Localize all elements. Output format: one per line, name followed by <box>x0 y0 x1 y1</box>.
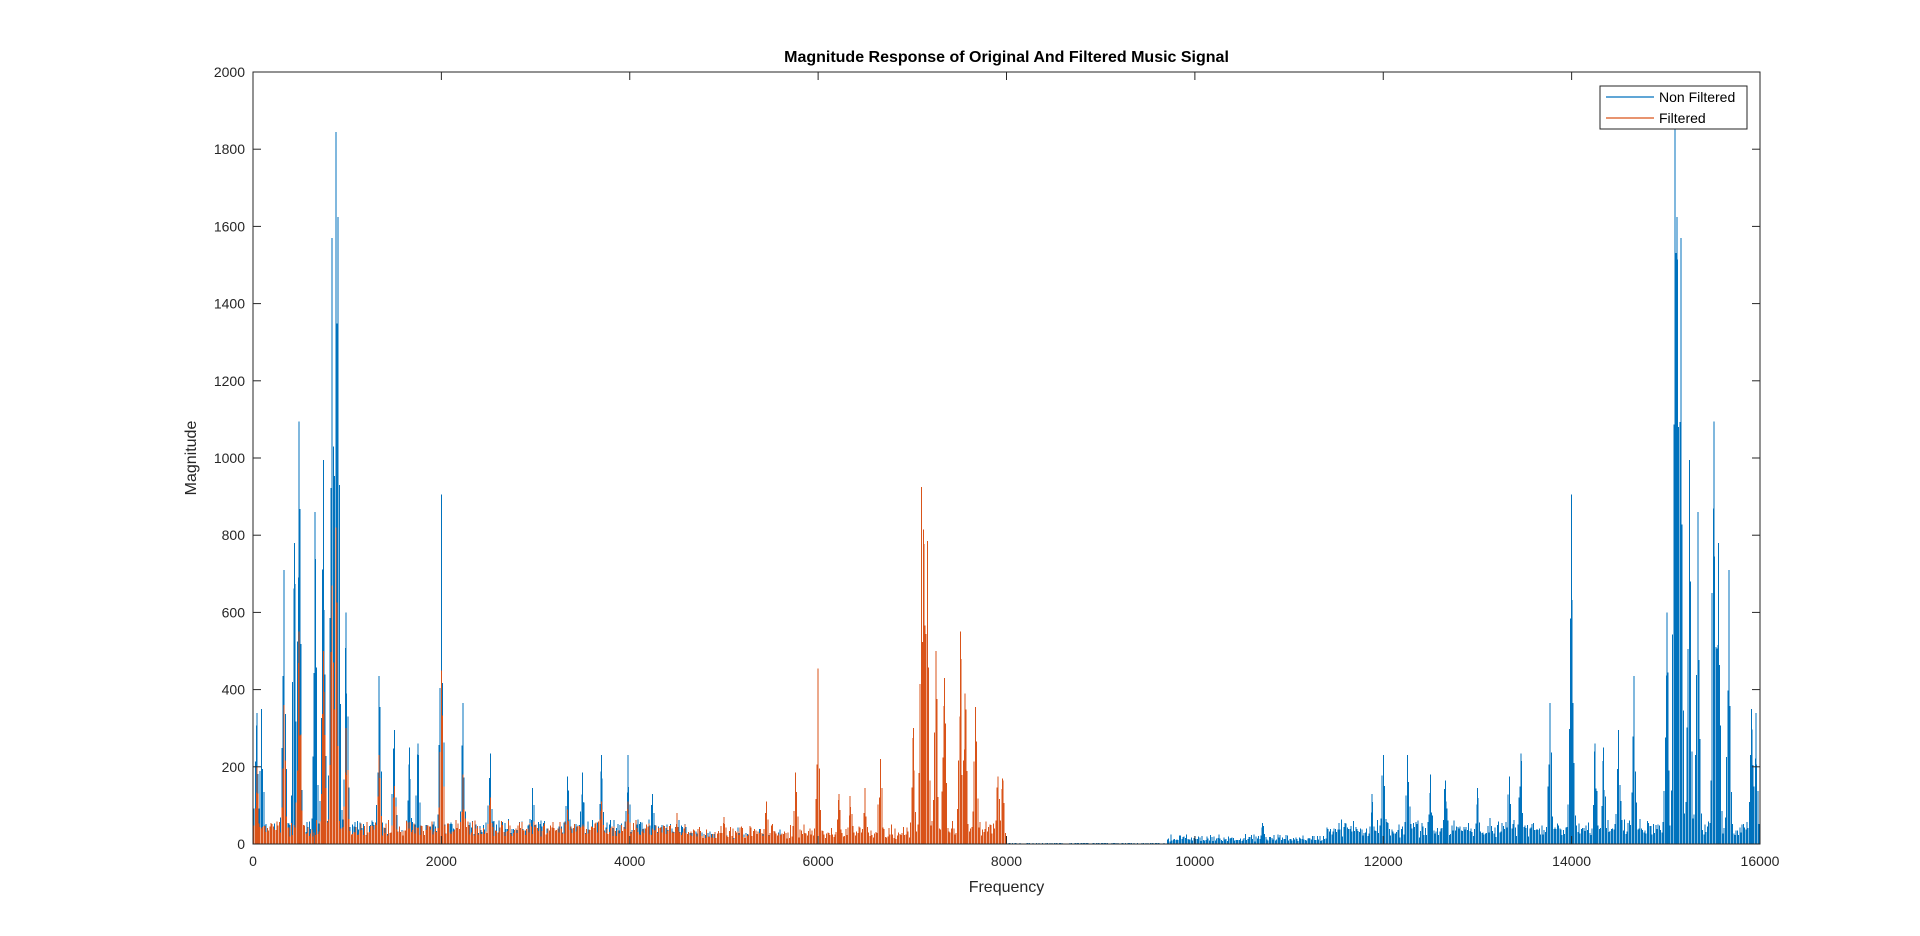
series-line-filtered <box>253 486 1006 844</box>
y-tick-label: 400 <box>222 682 246 698</box>
legend-box <box>1599 85 1748 130</box>
y-tick-label: 1800 <box>214 141 245 157</box>
legend-label-non-filtered: Non Filtered <box>1659 89 1735 105</box>
y-tick-label: 2000 <box>214 64 245 80</box>
x-tick-label: 14000 <box>1552 853 1591 869</box>
legend-label-filtered: Filtered <box>1659 110 1706 126</box>
y-tick-label: 1200 <box>214 373 245 389</box>
legend: Non Filtered Filtered <box>1599 85 1748 130</box>
y-tick-label: 0 <box>237 836 245 852</box>
x-tick-label: 0 <box>249 853 257 869</box>
x-axis-title: Frequency <box>969 879 1045 896</box>
y-tick-label: 200 <box>222 759 246 775</box>
x-tick-label: 16000 <box>1741 853 1780 869</box>
y-tick-label: 1400 <box>214 296 245 312</box>
x-tick-label: 12000 <box>1364 853 1403 869</box>
y-tick-label: 1600 <box>214 218 245 234</box>
x-tick-label: 4000 <box>614 853 645 869</box>
y-tick-label: 800 <box>222 527 246 543</box>
y-tick-label: 600 <box>222 604 246 620</box>
x-tick-label: 8000 <box>991 853 1022 869</box>
y-axis-title: Magnitude <box>183 421 200 496</box>
x-tick-label: 2000 <box>426 853 457 869</box>
x-tick-label: 10000 <box>1175 853 1214 869</box>
x-tick-label: 6000 <box>803 853 834 869</box>
y-tick-label: 1000 <box>214 450 245 466</box>
chart-title: Magnitude Response of Original And Filte… <box>784 49 1229 66</box>
axes: 0 2000 4000 6000 8000 10000 12000 14000 16000 0 20… <box>214 64 1780 869</box>
